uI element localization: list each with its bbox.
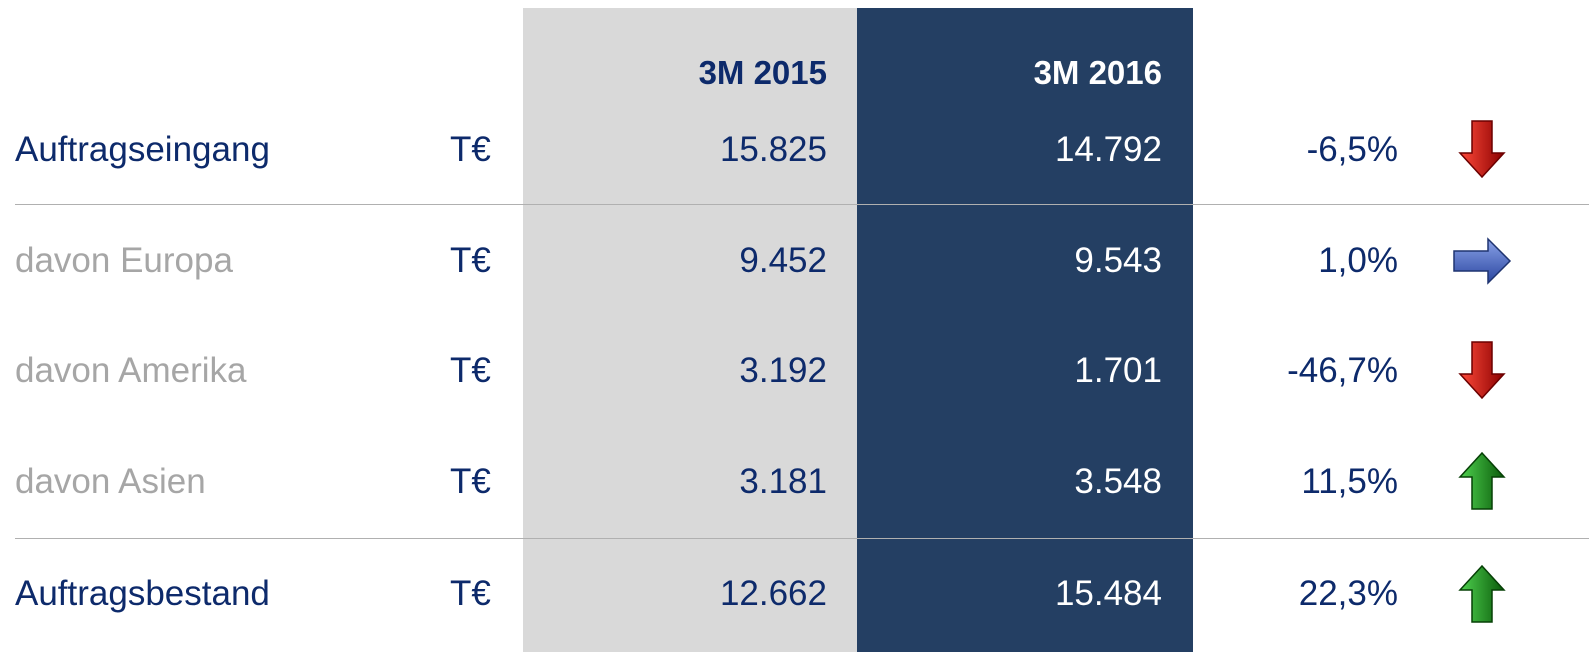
change: 22,3% [1298,574,1398,613]
value-2016: 1.701 [1074,351,1162,390]
value-2016: 3.548 [1074,462,1162,501]
separator [15,538,1589,539]
row-label: davon Europa [15,241,233,280]
value-2016: 15.484 [1054,574,1162,613]
column-2015 [523,8,857,652]
row-label: davon Asien [15,462,206,501]
header: 3M 2016 [1033,54,1162,91]
change: -6,5% [1306,130,1398,169]
arrow-down [1458,120,1506,179]
arrow-up [1458,564,1506,623]
unit: T€ [450,130,491,169]
separator [15,204,1589,205]
row-label: Auftragseingang [15,130,270,169]
arrow-up [1458,451,1506,510]
change: 1,0% [1318,241,1398,280]
header: 3M 2015 [698,54,827,91]
unit: T€ [450,351,491,390]
value-2016: 14.792 [1054,130,1162,169]
unit: T€ [450,462,491,501]
change: -46,7% [1287,351,1398,390]
value-2015: 9.452 [739,241,827,280]
column-2016 [857,8,1193,652]
value-2015: 12.662 [719,574,827,613]
change: 11,5% [1301,462,1398,501]
row-label: Auftragsbestand [15,574,270,613]
unit: T€ [450,241,491,280]
value-2015: 3.181 [739,462,827,501]
value-2016: 9.543 [1074,241,1162,280]
arrow-down [1458,341,1506,400]
value-2015: 15.825 [719,130,827,169]
row-label: davon Amerika [15,351,247,390]
value-2015: 3.192 [739,351,827,390]
unit: T€ [450,574,491,613]
arrow-right [1453,237,1512,285]
